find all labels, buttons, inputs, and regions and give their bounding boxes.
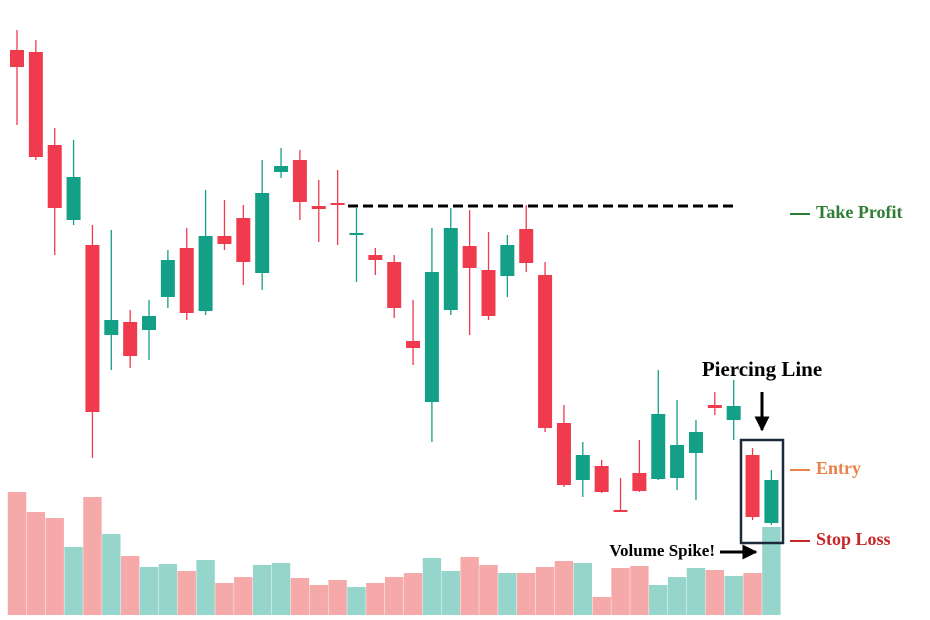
candle-body: [349, 233, 364, 235]
stop-loss-label: Stop Loss: [816, 529, 891, 549]
candle-body: [575, 455, 590, 480]
volume-bar: [234, 577, 253, 615]
candle-body: [198, 236, 213, 311]
candle-body: [47, 145, 62, 208]
volume-bar: [441, 571, 460, 615]
volume-bar: [460, 557, 479, 615]
candle-body: [726, 406, 741, 420]
candle-body: [10, 50, 24, 67]
candle-body: [556, 423, 571, 485]
candle-body: [292, 160, 307, 202]
volume-bar: [498, 573, 517, 615]
volume-bar: [120, 556, 140, 615]
volume-bar: [102, 534, 121, 615]
volume-bar: [83, 497, 102, 615]
volume-bar: [139, 567, 159, 615]
volume-bar: [592, 597, 611, 615]
candle-body: [707, 405, 722, 408]
candle-body: [85, 245, 100, 412]
volume-bar: [686, 568, 706, 615]
candle-body: [538, 275, 553, 428]
candle-body: [632, 473, 647, 491]
volume-spike-label: Volume Spike!: [609, 541, 715, 560]
volume-bar: [385, 577, 404, 615]
candle-body: [217, 236, 232, 244]
pattern-box: [739, 438, 785, 545]
candle-body: [745, 455, 760, 517]
volume-bar: [403, 573, 423, 615]
volume-bar: [196, 560, 215, 615]
candle-body: [330, 203, 345, 205]
volume-bar: [743, 573, 762, 615]
volume-bar: [328, 580, 347, 615]
candle-body: [462, 246, 477, 268]
candle-body: [28, 52, 43, 157]
volume-bar: [45, 518, 64, 615]
candle-body: [481, 270, 496, 316]
volume-bar: [271, 563, 291, 615]
volume-bar: [630, 566, 649, 615]
candle-body: [255, 193, 270, 273]
volume-bar: [309, 585, 328, 615]
volume-bar: [554, 561, 574, 615]
volume-bar: [422, 558, 442, 615]
candle-body: [651, 414, 666, 479]
volume-bar: [705, 570, 725, 615]
candle-body: [104, 320, 119, 335]
candle-body: [406, 341, 421, 348]
candle-body: [670, 445, 685, 478]
volume-layer: [7, 492, 781, 615]
candle-body: [613, 510, 628, 512]
candle-body: [424, 272, 439, 402]
candle-body: [236, 218, 251, 262]
candle-body: [311, 206, 326, 209]
volume-bar: [215, 583, 234, 615]
pattern-label: Piercing Line: [702, 357, 822, 381]
candle-body: [688, 432, 703, 453]
volume-bar: [517, 573, 536, 615]
candle-body: [274, 166, 289, 172]
entry-label: Entry: [816, 458, 861, 478]
volume-bar: [347, 587, 366, 615]
volume-bar: [64, 547, 83, 615]
volume-bar: [535, 567, 555, 615]
volume-bar: [290, 578, 310, 615]
volume-bar: [26, 512, 46, 615]
candle-body: [764, 480, 779, 523]
volume-bar: [158, 564, 178, 615]
candle-body: [387, 262, 402, 308]
candle-body: [179, 248, 194, 313]
candle-body: [594, 466, 609, 492]
candle-body: [519, 229, 534, 263]
volume-bar: [611, 568, 630, 615]
candle-body: [66, 177, 81, 220]
volume-bar: [479, 565, 498, 615]
candle-body: [123, 322, 138, 356]
price-layer: [10, 30, 779, 525]
candle-body: [443, 228, 458, 310]
volume-bar: [366, 583, 385, 615]
volume-bar: [573, 563, 592, 615]
candle-body: [142, 316, 157, 330]
volume-bar: [177, 571, 196, 615]
candle-body: [368, 255, 383, 260]
candle-body: [160, 260, 175, 297]
volume-bar: [649, 585, 668, 615]
take-profit-label: Take Profit: [816, 202, 903, 222]
volume-bar: [667, 577, 687, 615]
volume-bar: [252, 565, 272, 615]
volume-bar: [7, 492, 27, 615]
candle-body: [500, 245, 515, 276]
volume-bar: [724, 576, 743, 615]
volume-bar: [762, 527, 781, 615]
